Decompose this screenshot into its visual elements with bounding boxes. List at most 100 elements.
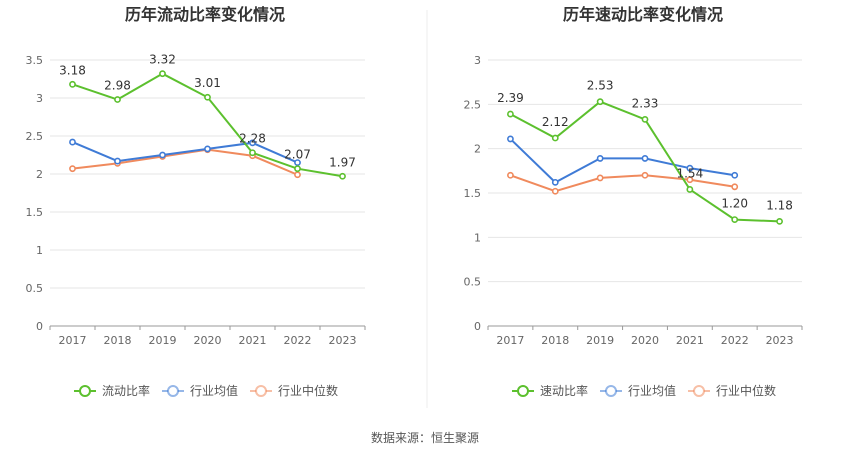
data-label: 1.97 [329, 155, 356, 169]
chart-title: 历年流动比率变化情况 [125, 5, 285, 24]
data-point [507, 171, 514, 179]
series-line-2 [510, 174, 735, 193]
data-source-note: 数据来源：恒生聚源 [371, 430, 479, 445]
y-tick-label: 0 [36, 320, 43, 333]
y-tick-label: 2 [474, 143, 481, 156]
series-line-1 [509, 138, 735, 184]
data-label: 2.39 [497, 91, 524, 105]
data-point [731, 183, 739, 191]
y-tick-label: 2.5 [464, 98, 482, 111]
legend-swatch-marker [167, 385, 179, 397]
legend-label: 行业均值 [628, 383, 676, 398]
data-point [294, 171, 301, 179]
y-tick-label: 1 [36, 244, 43, 257]
data-point [596, 155, 604, 162]
legend-label: 行业中位数 [278, 383, 338, 398]
x-tick-label: 2019 [586, 334, 614, 347]
x-tick-label: 2020 [194, 334, 222, 347]
x-tick-label: 2017 [59, 334, 87, 347]
legend-swatch-marker [517, 385, 529, 397]
data-point [596, 98, 604, 106]
data-point [69, 138, 76, 146]
x-tick-label: 2018 [541, 334, 569, 347]
data-point [294, 165, 301, 173]
x-tick-label: 2023 [329, 334, 357, 347]
series-line-2 [72, 148, 298, 176]
legend-item: 速动比率 [512, 383, 588, 398]
data-label: 1.18 [766, 198, 793, 212]
legend-label: 速动比率 [540, 383, 588, 398]
data-label: 1.54 [676, 166, 703, 180]
legend-item: 流动比率 [74, 383, 150, 398]
data-label: 3.01 [194, 76, 221, 90]
legend-label: 行业中位数 [716, 383, 776, 398]
data-point [159, 70, 166, 78]
data-point [551, 187, 559, 195]
chart-title: 历年速动比率变化情况 [563, 5, 723, 24]
data-label: 2.33 [632, 96, 659, 110]
y-tick-label: 2 [36, 168, 43, 181]
data-label: 3.32 [149, 53, 176, 67]
legend-swatch-marker [693, 385, 705, 397]
data-point [731, 216, 739, 223]
data-point [204, 93, 211, 101]
data-point [294, 159, 301, 166]
y-tick-label: 2.5 [26, 130, 44, 143]
data-point [596, 174, 604, 182]
data-label: 3.18 [59, 63, 86, 77]
y-tick-label: 1.5 [464, 187, 482, 200]
x-tick-label: 2022 [721, 334, 749, 347]
data-point [641, 155, 649, 162]
series-line-1 [72, 141, 298, 164]
data-label: 2.98 [104, 79, 131, 93]
data-point [507, 135, 514, 143]
data-label: 2.53 [587, 79, 614, 93]
legend-item: 行业中位数 [688, 383, 776, 398]
data-point [551, 134, 559, 142]
legend-item: 行业均值 [600, 383, 676, 398]
y-tick-label: 1.5 [26, 206, 44, 219]
data-point [507, 110, 514, 118]
data-label: 2.12 [542, 115, 569, 129]
data-label: 2.28 [239, 132, 266, 146]
legend-label: 行业均值 [190, 383, 238, 398]
x-tick-label: 2021 [676, 334, 704, 347]
data-point [686, 176, 694, 184]
data-point [551, 178, 559, 186]
x-tick-label: 2017 [496, 334, 524, 347]
y-tick-label: 3.5 [26, 54, 44, 67]
y-tick-label: 3 [36, 92, 43, 105]
legend-swatch-marker [605, 385, 617, 397]
data-label: 2.07 [284, 148, 311, 162]
data-point [731, 171, 739, 179]
y-tick-label: 0 [474, 320, 481, 333]
x-tick-label: 2018 [104, 334, 132, 347]
x-tick-label: 2022 [284, 334, 312, 347]
legend-swatch-marker [79, 385, 91, 397]
data-point [641, 171, 649, 179]
data-point [339, 172, 346, 180]
data-point [776, 217, 783, 225]
y-tick-label: 1 [474, 231, 481, 244]
x-tick-label: 2023 [766, 334, 794, 347]
data-point [204, 145, 211, 153]
legend-item: 行业中位数 [250, 383, 338, 398]
data-point [249, 139, 256, 147]
legend-swatch-marker [255, 385, 267, 397]
legend-label: 流动比率 [102, 383, 150, 398]
x-tick-label: 2019 [149, 334, 177, 347]
legend-item: 行业均值 [162, 383, 238, 398]
current-ratio-chart: 历年流动比率变化情况 0 0.5 1 1.5 2 2.5 3 3.5 2017 2018 2019 20… [26, 5, 366, 398]
data-point [114, 157, 121, 165]
data-point [249, 149, 256, 157]
data-point [686, 186, 694, 193]
data-point [686, 164, 694, 172]
data-point [159, 151, 166, 159]
y-tick-label: 0.5 [464, 276, 482, 289]
y-tick-label: 3 [474, 54, 481, 67]
data-point [69, 165, 76, 173]
data-point [69, 80, 76, 88]
data-label: 1.20 [721, 197, 748, 211]
data-point [114, 96, 121, 103]
